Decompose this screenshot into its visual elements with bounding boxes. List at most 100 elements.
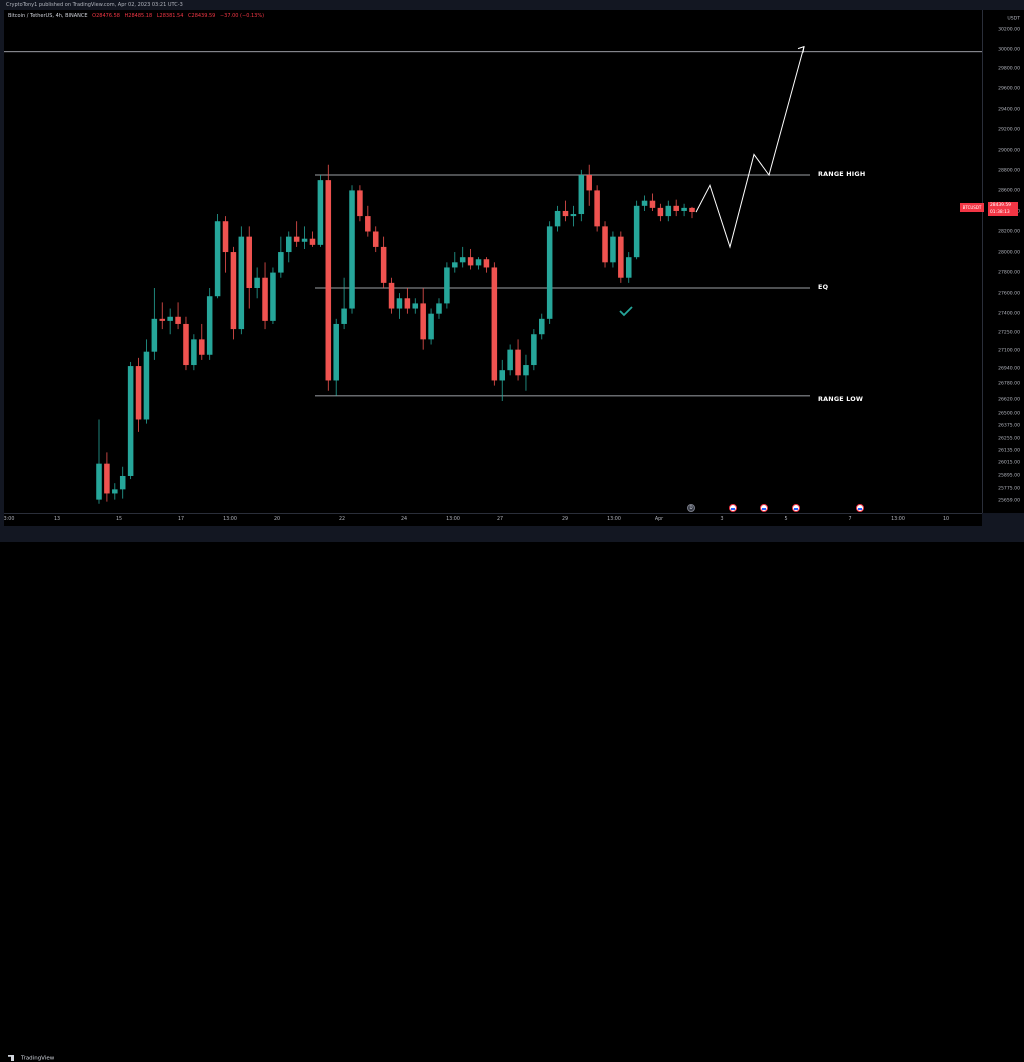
candle-bearish (372, 231, 379, 247)
chart-pane[interactable] (4, 10, 982, 513)
candle-bullish (127, 366, 134, 476)
candle-bearish (183, 323, 189, 366)
time-scale[interactable]: 3:00 13 15 17 13:00 20 22 24 13:00 27 29 13:00 Apr 3 5… (4, 513, 982, 526)
price-scale-label: 28600.00 (998, 188, 1020, 194)
candle-bullish (633, 205, 640, 258)
candle-bearish (483, 259, 490, 268)
candle-bullish (499, 370, 506, 381)
time-scale-label: 17 (177, 517, 185, 522)
candle-bullish (119, 475, 126, 490)
annotation-range-high: RANGE HIGH (818, 170, 866, 178)
tradingview-logo[interactable]: TradingView (8, 1055, 54, 1062)
time-scale-label: 24 (400, 517, 408, 522)
candle-bearish (325, 180, 332, 381)
candle-bearish (657, 207, 664, 217)
candle-bullish (333, 323, 339, 381)
candle-bullish (349, 190, 355, 309)
economic-event-flag-icon[interactable] (792, 504, 800, 512)
time-scale-label: 13:00 (446, 517, 460, 522)
candle-bullish (507, 349, 513, 371)
economic-event-flag-icon[interactable] (729, 504, 737, 512)
candle-bearish (649, 200, 656, 208)
candle-bullish (278, 252, 284, 273)
economic-event-flag-icon[interactable] (760, 504, 768, 512)
candle-bearish (159, 318, 166, 321)
candle-bearish (246, 236, 252, 288)
candle-bearish (365, 216, 371, 232)
brand-name: TradingView (21, 1055, 55, 1062)
candle-bullish (523, 365, 529, 376)
time-scale-label: 3:00 (3, 517, 15, 522)
candle-bearish (175, 316, 181, 324)
price-scale-label: 26500.00 (998, 411, 1020, 417)
price-scale-label: 25895.00 (998, 473, 1020, 479)
candle-bearish (673, 205, 679, 211)
price-scale-label: 27400.00 (998, 311, 1020, 317)
price-scale-label: 26620.00 (998, 397, 1020, 403)
price-scale-label: 26780.00 (998, 381, 1020, 387)
candle-bullish (531, 334, 537, 366)
symbol-name: Bitcoin / TetherUS, 4h, BINANCE (8, 13, 88, 19)
candle-bearish (420, 303, 426, 340)
candle-bearish (357, 190, 363, 217)
candle-bullish (459, 257, 466, 263)
candle-bullish (436, 303, 442, 314)
candle-bearish (515, 349, 521, 376)
price-scale-label: 26015.00 (998, 460, 1020, 466)
ohlc-open: O28476.58 (92, 13, 120, 19)
candle-bullish (151, 318, 158, 352)
candle-bearish (309, 238, 316, 245)
candle-bullish (317, 180, 324, 245)
candle-bullish (570, 214, 577, 217)
price-scale-label: 28800.00 (998, 168, 1020, 174)
candle-bullish (475, 259, 482, 266)
candle-bearish (562, 210, 569, 217)
price-scale-label: 27250.00 (998, 330, 1020, 336)
candle-bearish (230, 252, 237, 330)
price-scale-label: 30000.00 (998, 47, 1020, 53)
ohlc-high: H28485.18 (124, 13, 153, 19)
candle-bullish (681, 207, 687, 211)
candle-bearish (388, 282, 395, 309)
candle-bearish (602, 226, 608, 263)
candle-bearish (491, 267, 498, 381)
candle-bullish (254, 277, 260, 288)
ohlc-change: −37.00 (−0.13%) (219, 13, 265, 19)
candle-bearish (689, 207, 695, 212)
candle-bearish (618, 236, 624, 278)
candle-bearish (594, 190, 600, 227)
candle-bullish (96, 463, 102, 500)
candle-bullish (452, 262, 458, 268)
price-scale-label: 27800.00 (998, 270, 1020, 276)
candle-bearish (135, 366, 142, 420)
annotation-eq: EQ (818, 283, 829, 291)
candle-bullish (625, 257, 632, 278)
candle-bullish (412, 303, 419, 309)
price-scale-label: 27600.00 (998, 291, 1020, 297)
candle-bearish (262, 277, 268, 321)
candlestick-chart[interactable] (4, 10, 982, 513)
candle-bullish (396, 298, 403, 309)
candle-bullish (167, 316, 173, 321)
time-scale-label: 13:00 (223, 517, 237, 522)
time-scale-label: 13:00 (607, 517, 621, 522)
candle-bearish (467, 257, 474, 266)
price-scale-label: 25659.00 (998, 498, 1020, 504)
price-scale-label: 29400.00 (998, 107, 1020, 113)
candle-bullish (112, 489, 118, 494)
candle-bullish (270, 272, 276, 321)
price-scale[interactable]: USDT 30200.00 30000.00 29800.00 29600.00 294… (982, 10, 1024, 513)
candle-bullish (285, 236, 292, 253)
time-scale-label: 3 (720, 517, 724, 522)
candle-bullish (539, 318, 545, 335)
time-scale-label: 7 (848, 517, 852, 522)
price-scale-label: 26255.00 (998, 436, 1020, 442)
current-price-value: 28439.59 (990, 203, 1011, 208)
candle-bearish (222, 221, 229, 253)
economic-event-flag-icon[interactable] (856, 504, 864, 512)
candle-bullish (554, 210, 561, 227)
candle-bearish (586, 175, 592, 191)
dividend-event-icon[interactable]: D (687, 504, 695, 512)
time-scale-label: 15 (115, 517, 123, 522)
